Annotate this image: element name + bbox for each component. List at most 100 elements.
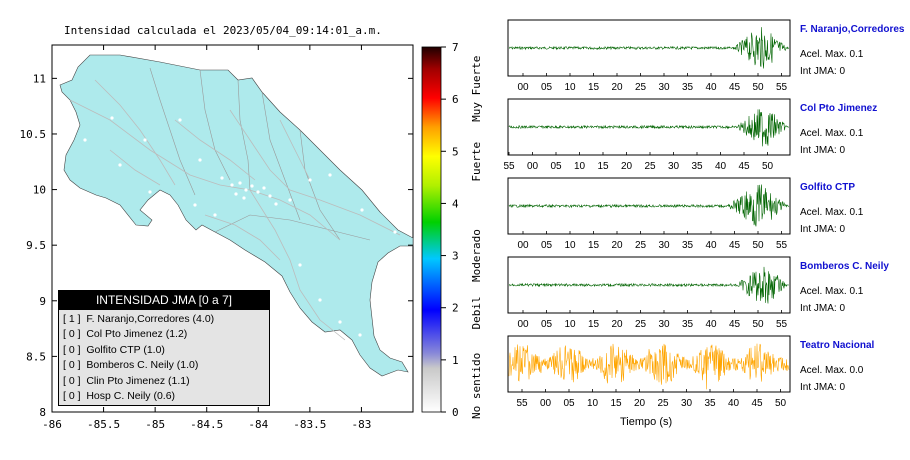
map-x-axis: -86 -85.5 -85 -84.5 -84 -83.5 -83 xyxy=(42,45,371,431)
trace-x-tick-label: 10 xyxy=(564,240,576,251)
trace-x-tick-label: 05 xyxy=(563,398,575,409)
map-x-tick-label: -85 xyxy=(145,418,165,431)
trace-x-tick-label: 30 xyxy=(668,161,680,172)
map-y-tick-label: 9.5 xyxy=(26,239,46,252)
map-x-tick-label: -86 xyxy=(42,418,62,431)
trace-x-tick-label: 15 xyxy=(588,240,600,251)
colorbar-class-label: Fuerte xyxy=(470,142,483,182)
trace-x-tick-label: 20 xyxy=(611,319,623,330)
trace-x-tick-label: 40 xyxy=(705,82,717,93)
map-y-tick-label: 10 xyxy=(33,184,46,197)
legend-item-station: F. Naranjo,Corredores (4.0) xyxy=(80,313,215,325)
colorbar-class-label: Muy Fuerte xyxy=(470,56,483,122)
trace-x-tick-label: 20 xyxy=(621,161,633,172)
station-accel: Acel. Max. 0.1 xyxy=(800,49,864,60)
trace-x-tick-label: 50 xyxy=(752,82,764,93)
trace-line xyxy=(508,184,790,227)
trace-x-tick-label: 25 xyxy=(657,398,669,409)
legend-item-station: Golfito CTP (1.0) xyxy=(80,343,165,356)
road-network xyxy=(69,79,401,341)
trace-x-tick-label: 40 xyxy=(728,398,740,409)
trace-x-tick-label: 00 xyxy=(527,161,539,172)
station-dots xyxy=(83,116,397,347)
trace-x-tick-label: 15 xyxy=(588,82,600,93)
map-x-tick-label: -83.5 xyxy=(293,418,326,431)
legend-title: INTENSIDAD JMA [0 a 7] xyxy=(59,291,269,310)
legend-item: [ 0 ] Golfito CTP (1.0) xyxy=(59,343,269,358)
colorbar-tick-label: 1 xyxy=(452,354,459,367)
trace-x-tick-label: 35 xyxy=(682,240,694,251)
colorbar-tick-label: 7 xyxy=(452,41,459,54)
legend-item-station: Hosp C. Neily (0.6) xyxy=(80,390,176,403)
station-int: Int JMA: 0 xyxy=(800,66,846,77)
colorbar-class-label: Debil xyxy=(470,296,483,329)
colorbar-tick-label: 0 xyxy=(452,406,459,419)
seismogram-3: 00 05 10 15 20 25 30 35 40 45 50 55 xyxy=(507,256,791,330)
trace-x-tick-label: 05 xyxy=(541,319,553,330)
costa-rica-land xyxy=(59,54,414,377)
map-x-tick-label: -85.5 xyxy=(87,418,120,431)
trace-x-tick-label: 45 xyxy=(729,319,741,330)
trace-x-tick-label: 20 xyxy=(611,240,623,251)
legend-item-station: Clin Pto Jimenez (1.1) xyxy=(80,374,190,387)
trace-x-tick-label: 05 xyxy=(541,82,553,93)
station-name: Col Pto Jimenez xyxy=(800,103,878,114)
trace-x-tick-label: 55 xyxy=(776,319,788,330)
trace-x-tick-label: 30 xyxy=(658,319,670,330)
station-accel: Acel. Max. 0.1 xyxy=(800,286,864,297)
legend-item-level: [ 0 ] xyxy=(63,390,81,403)
legend-item-level: [ 1 ] xyxy=(63,313,81,325)
trace-line xyxy=(508,27,790,69)
trace-x-tick-label: 50 xyxy=(752,240,764,251)
legend-item: [ 0 ] Clin Pto Jimenez (1.1) xyxy=(59,374,269,389)
trace-x-tick-label: 10 xyxy=(564,319,576,330)
trace-x-tick-label: 30 xyxy=(658,240,670,251)
station-int: Int JMA: 0 xyxy=(800,382,846,393)
trace-x-tick-label: 35 xyxy=(682,82,694,93)
map-y-tick-label: 8 xyxy=(39,406,46,419)
map-x-tick-label: -84 xyxy=(248,418,268,431)
station-name: Bomberos C. Neily xyxy=(800,261,889,272)
seismogram-4: 55 00 05 10 15 20 25 30 35 40 45 50 xyxy=(507,335,791,409)
trace-x-tick-label: 10 xyxy=(564,82,576,93)
trace-line xyxy=(509,266,789,304)
map-x-tick-label: -83 xyxy=(351,418,371,431)
colorbar-class-label: No sentido xyxy=(470,353,483,419)
map-y-axis: 11 10.5 10 9.5 9 8.5 8 xyxy=(20,72,413,419)
legend-item: [ 1 ] F. Naranjo,Corredores (4.0) xyxy=(59,312,269,327)
intensity-colorbar: 0 1 2 3 4 5 6 7 No sentido Debil Moderado Fuerte Mu… xyxy=(421,41,483,419)
trace-frame xyxy=(507,256,791,314)
map-x-tick-label: -84.5 xyxy=(190,418,223,431)
station-accel: Acel. Max. 0.1 xyxy=(800,128,864,139)
trace-x-tick-label: 55 xyxy=(776,240,788,251)
trace-x-tick-label: 25 xyxy=(635,82,647,93)
colorbar-tick-label: 6 xyxy=(452,93,459,106)
seismogram-0: 00 05 10 15 20 25 30 35 40 45 50 55 xyxy=(507,19,791,93)
map-y-tick-label: 8.5 xyxy=(26,350,46,363)
trace-x-tick-label: 35 xyxy=(682,319,694,330)
time-axis-label: Tiempo (s) xyxy=(620,416,673,428)
trace-x-tick-label: 30 xyxy=(681,398,693,409)
trace-x-tick-label: 45 xyxy=(729,82,741,93)
trace-x-tick-label: 15 xyxy=(610,398,622,409)
map-y-tick-label: 11 xyxy=(33,72,46,85)
map-y-tick-label: 9 xyxy=(39,295,46,308)
station-int: Int JMA: 0 xyxy=(800,145,846,156)
legend-item: [ 0 ] Bomberos C. Neily (1.0) xyxy=(59,358,269,373)
trace-x-tick-label: 45 xyxy=(751,398,763,409)
legend-item: [ 0 ] Col Pto Jimenez (1.2) xyxy=(59,327,269,342)
station-name: Teatro Nacional xyxy=(800,340,875,351)
trace-x-tick-label: 35 xyxy=(691,161,703,172)
station-accel: Acel. Max. 0.0 xyxy=(800,365,864,376)
trace-x-tick-label: 25 xyxy=(635,319,647,330)
station-name: Golfito CTP xyxy=(800,182,855,193)
trace-frame xyxy=(507,177,791,235)
intensity-legend: INTENSIDAD JMA [0 a 7] [ 1 ] F. Naranjo,… xyxy=(58,290,270,406)
colorbar-tick-label: 4 xyxy=(452,197,459,210)
trace-x-tick-label: 55 xyxy=(776,82,788,93)
trace-x-tick-label: 15 xyxy=(597,161,609,172)
trace-x-tick-label: 45 xyxy=(729,240,741,251)
trace-line xyxy=(508,109,790,147)
station-name: F. Naranjo,Corredores xyxy=(800,24,905,35)
trace-x-tick-label: 05 xyxy=(550,161,562,172)
